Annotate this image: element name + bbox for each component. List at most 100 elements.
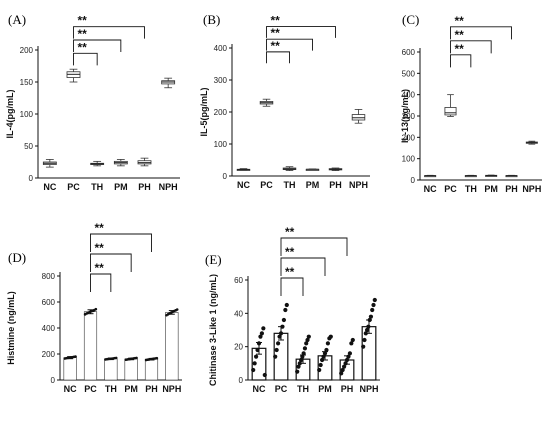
data-point <box>298 357 304 363</box>
data-point <box>364 327 370 333</box>
bracket-line <box>90 273 112 292</box>
y-tick-label: 100 <box>20 110 34 119</box>
significance-bracket: ** <box>266 26 313 51</box>
x-tick-label: PM <box>114 182 128 192</box>
box-pc <box>444 94 457 117</box>
data-point <box>295 369 300 374</box>
data-point <box>324 347 329 353</box>
bracket-line <box>280 257 326 276</box>
data-point <box>256 341 262 346</box>
data-point <box>273 354 278 359</box>
y-tick-label: 300 <box>402 112 416 121</box>
data-point <box>276 341 281 346</box>
significance-bracket: ** <box>90 221 152 252</box>
data-point <box>322 351 328 356</box>
box-body <box>444 107 457 116</box>
data-point <box>361 344 366 349</box>
box-nc <box>42 159 57 168</box>
box-th <box>464 174 477 178</box>
y-tick-label: 100 <box>402 155 416 164</box>
bracket-line <box>73 26 145 39</box>
panel-b: (B) IL-5(pg/mL) 0 100 200 300 400 NC PC TH PM PH NPH… <box>199 12 370 190</box>
y-tick-label: 200 <box>20 46 34 55</box>
y-axis-label: IL-13(pg/mL) <box>400 89 410 143</box>
significance-label: ** <box>78 14 88 28</box>
data-point <box>277 334 282 339</box>
bracket-line <box>73 52 98 66</box>
bar-pm <box>317 334 333 381</box>
y-tick-label: 600 <box>42 298 56 307</box>
data-point <box>346 354 351 359</box>
x-tick-label: PM <box>484 184 498 194</box>
bracket-line <box>280 277 304 296</box>
x-tick-label: TH <box>105 384 117 394</box>
y-tick-label: 0 <box>411 176 416 185</box>
bar <box>144 358 159 381</box>
significance-bracket: ** <box>280 245 326 276</box>
box-nph <box>161 77 176 89</box>
x-tick-label: PH <box>329 180 342 190</box>
data-point <box>347 351 352 356</box>
data-point <box>175 308 179 311</box>
bracket-line <box>266 51 290 64</box>
y-tick-label: 150 <box>20 78 34 87</box>
panel-c: (C) IL-13(pg/mL) 0 100 200 300 400 500 600 NC PC TH… <box>400 12 542 194</box>
data-point <box>258 334 263 339</box>
y-tick-label: 400 <box>42 324 56 333</box>
bracket-line <box>90 253 132 272</box>
box-pc <box>66 68 81 83</box>
data-point <box>350 337 355 343</box>
data-point <box>296 364 301 369</box>
data-point <box>362 337 367 343</box>
data-point <box>155 356 159 360</box>
data-point <box>74 355 77 358</box>
significance-bracket: ** <box>90 261 112 292</box>
data-point <box>94 307 98 311</box>
data-point <box>320 357 325 363</box>
significance-label: ** <box>455 42 465 56</box>
panel-e: (E) Chitinase 3-Like 1 (ng/mL) 0 20 40 60 NC PC… <box>205 225 380 394</box>
x-tick-label: PM <box>318 384 332 394</box>
significance-bracket: ** <box>73 27 122 52</box>
data-point <box>344 357 350 363</box>
data-point <box>261 326 266 331</box>
data-point <box>321 354 326 359</box>
panel-label: (D) <box>8 250 26 265</box>
significance-bracket: ** <box>73 14 145 39</box>
bar-ph <box>339 337 355 381</box>
bracket-line <box>266 38 313 51</box>
data-point <box>284 302 289 308</box>
y-tick-label: 200 <box>42 350 56 359</box>
data-point <box>367 317 372 323</box>
significance-label: ** <box>95 221 105 235</box>
data-point <box>262 372 267 378</box>
box-pm <box>485 174 498 177</box>
significance-bracket: ** <box>450 42 472 68</box>
x-tick-label: PC <box>275 384 288 394</box>
x-tick-label: PC <box>84 384 97 394</box>
data-point <box>372 297 377 303</box>
data-point <box>114 356 118 360</box>
y-axis-label: IL-4(pg/mL) <box>5 90 15 139</box>
data-point <box>349 341 354 346</box>
bar <box>165 312 179 381</box>
data-point <box>280 324 285 329</box>
x-tick-label: NC <box>424 184 437 194</box>
significance-bracket: ** <box>90 241 132 272</box>
data-point <box>317 367 322 373</box>
y-tick-label: 200 <box>402 133 416 142</box>
data-point <box>339 371 344 376</box>
y-axis-label: Chitinase 3-Like 1 (ng/mL) <box>208 274 218 386</box>
data-point <box>254 354 259 359</box>
panel-label: (E) <box>205 252 222 267</box>
data-point <box>281 317 286 323</box>
data-point <box>318 362 323 368</box>
bracket-line <box>450 26 512 40</box>
panel-d: (D) Histmine (ng/mL) 0 200 400 600 800 NC PC TH PM… <box>6 221 182 394</box>
x-tick-label: TH <box>297 384 309 394</box>
x-tick-label: PH <box>505 184 518 194</box>
significance-label: ** <box>78 27 88 41</box>
box-th <box>90 160 105 167</box>
x-tick-label: NPH <box>359 384 378 394</box>
bar-th <box>295 334 311 381</box>
